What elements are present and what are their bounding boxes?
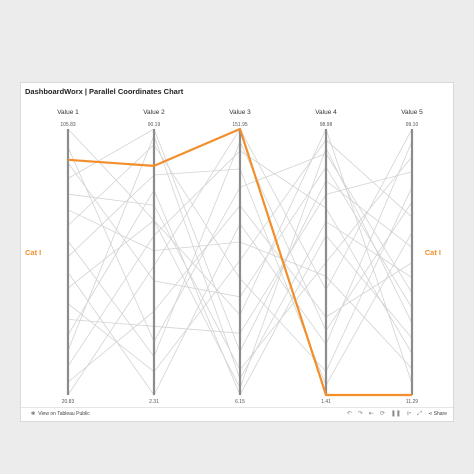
category-label-left: Cat I [25, 248, 41, 257]
share-label: Share [433, 411, 447, 417]
tableau-footer: ✻ View on Tableau Public ↶ ↷ ⇤ ⟳ ❚❚ ⭳▾ ⤢… [21, 407, 453, 421]
axis-min-tick: 6.15 [235, 399, 245, 405]
redo-icon[interactable]: ↷ [357, 411, 363, 417]
download-icon[interactable]: ⭳▾ [406, 411, 412, 417]
share-button[interactable]: ⋖ Share [428, 410, 447, 419]
axis-max-tick: 105.83 [60, 122, 76, 128]
dashboard-card: DashboardWorx | Parallel Coordinates Cha… [20, 82, 454, 422]
axis-max-tick: 99.10 [406, 122, 419, 128]
axis-max-tick: 90.19 [148, 122, 161, 128]
share-icon: ⋖ [428, 411, 433, 417]
footer-toolbar: ↶ ↷ ⇤ ⟳ ❚❚ ⭳▾ ⤢ ⋖ Share [347, 410, 447, 419]
axis-title: Value 5 [401, 109, 423, 116]
undo-icon[interactable]: ↶ [346, 411, 352, 417]
tableau-logo-icon: ✻ [31, 411, 36, 417]
view-on-tableau-link[interactable]: ✻ View on Tableau Public [31, 411, 90, 417]
axis-min-tick: 20.83 [62, 399, 75, 405]
axis-min-tick: 11.29 [406, 399, 418, 405]
highlight-series-line [67, 127, 412, 397]
axis-max-tick: 98.98 [320, 122, 333, 128]
view-on-tableau-text: View on Tableau Public [38, 411, 90, 417]
category-label-right: Cat I [425, 248, 441, 257]
axis-title: Value 1 [57, 109, 79, 116]
revert-icon[interactable]: ⇤ [368, 411, 374, 417]
axis-title: Value 4 [315, 109, 337, 116]
axis-min-tick: 1.41 [321, 399, 331, 405]
dashboard-title: DashboardWorx | Parallel Coordinates Cha… [25, 87, 184, 96]
axis-max-tick: 151.95 [232, 122, 248, 128]
axis-title: Value 2 [143, 109, 165, 116]
parallel-coordinates-chart: Value 1 105.83 20.83 Value 2 90.19 2.31 Value … [25, 109, 441, 405]
refresh-icon[interactable]: ⟳ [379, 411, 385, 417]
fullscreen-icon[interactable]: ⤢ [417, 411, 423, 417]
axis-title: Value 3 [229, 109, 251, 116]
pause-icon[interactable]: ❚❚ [390, 411, 401, 417]
axis-min-tick: 2.31 [149, 399, 159, 405]
